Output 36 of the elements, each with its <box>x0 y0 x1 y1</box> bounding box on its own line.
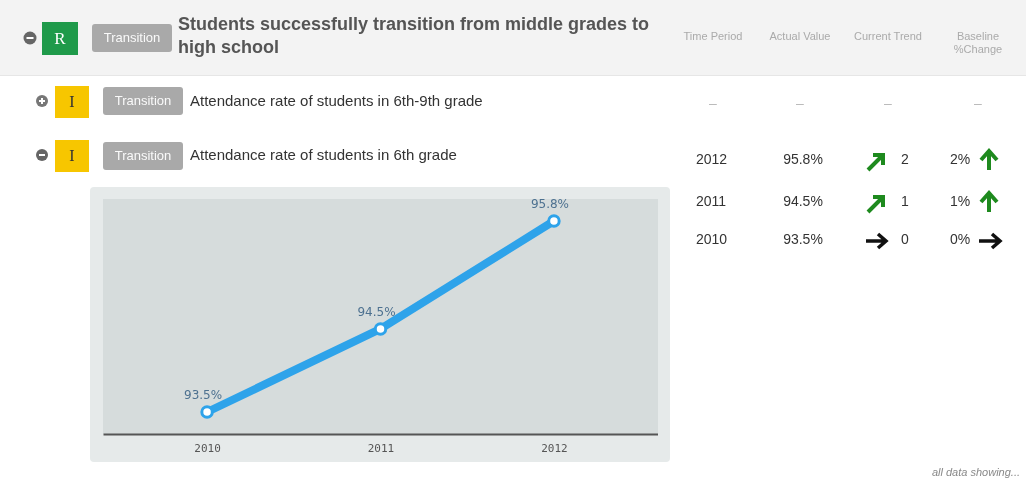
text: 2% <box>950 151 971 167</box>
text: 0% <box>950 231 971 247</box>
text: Transition <box>92 24 172 52</box>
x-tick-label: 2011 <box>367 441 395 455</box>
text: Current Trend <box>853 30 923 43</box>
x-tick-label: 2012 <box>541 441 568 455</box>
text: 2010 <box>696 231 728 247</box>
text: I <box>55 140 89 172</box>
text: R <box>42 22 78 55</box>
text: 1% <box>950 193 971 209</box>
chart-title: Students successfully transition from middle grades to high school <box>178 13 651 59</box>
data-label: 93.5% <box>184 388 223 402</box>
text: Transition <box>103 142 183 170</box>
text: – <box>708 95 718 111</box>
data-label: 94.5% <box>357 304 396 319</box>
text: Transition <box>103 87 183 115</box>
data-label: 95.8% <box>530 197 569 211</box>
text: 2 <box>901 151 909 167</box>
text: 1 <box>901 193 909 209</box>
text: all data showing... <box>930 466 1020 478</box>
text: 2012 <box>696 151 728 167</box>
text: 0 <box>901 231 909 247</box>
text: Time Period <box>682 30 744 43</box>
text: Baseline %Change <box>952 30 1004 56</box>
text: I <box>55 86 89 118</box>
text: 95.8% <box>782 151 824 167</box>
text: Actual Value <box>768 30 832 43</box>
text: 2011 <box>696 193 727 209</box>
text: Attendance rate of students in 6th grade <box>190 146 457 163</box>
x-tick-label: 2010 <box>194 441 221 455</box>
text: – <box>973 95 983 111</box>
text: 93.5% <box>782 231 824 247</box>
text: 94.5% <box>782 193 824 209</box>
text: – <box>883 95 893 111</box>
text: – <box>795 95 805 111</box>
text: Attendance rate of students in 6th-9th grade <box>190 92 483 109</box>
